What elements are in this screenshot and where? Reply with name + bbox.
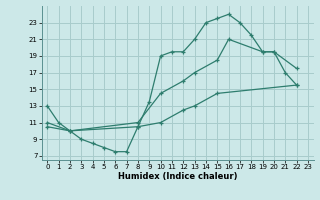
X-axis label: Humidex (Indice chaleur): Humidex (Indice chaleur) [118, 172, 237, 181]
